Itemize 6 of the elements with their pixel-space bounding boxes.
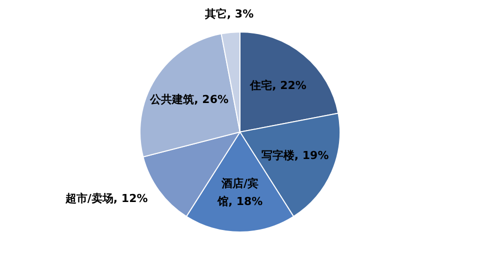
slice-label: 其它, 3% [204, 8, 254, 21]
slice-label: 住宅, 22% [249, 78, 306, 92]
slice-label: 酒店/宾馆, 18% [216, 177, 263, 208]
slice-label: 公共建筑, 26% [149, 92, 229, 106]
slice-label: 超市/卖场, 12% [64, 192, 148, 206]
slice-label: 写字楼, 19% [261, 148, 329, 162]
